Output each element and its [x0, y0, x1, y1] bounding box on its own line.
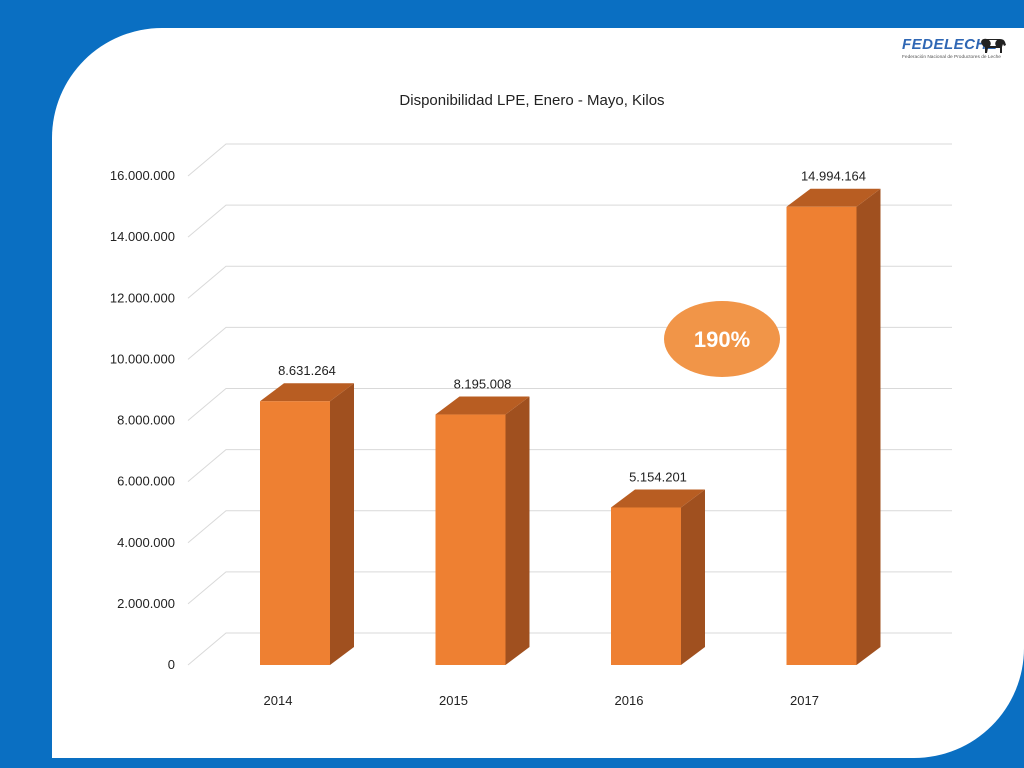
bar-side — [681, 489, 705, 665]
y-tick-label: 0 — [168, 657, 175, 672]
gridline — [187, 449, 952, 483]
y-tick-label: 8.000.000 — [117, 413, 175, 428]
x-category-label: 2015 — [439, 693, 468, 708]
bar — [786, 188, 881, 666]
bar-chart: Disponibilidad LPE, Enero - Mayo, Kilos … — [110, 92, 952, 708]
fedeleche-logo: FEDELECHE Federación Nacional de Product… — [900, 34, 1010, 68]
bar-top — [786, 188, 881, 207]
bar-side — [505, 396, 530, 665]
data-label: 14.994.164 — [801, 169, 866, 184]
data-labels: 8.631.264 8.195.008 5.154.201 14.994.164 — [278, 169, 866, 485]
bar — [435, 396, 530, 665]
x-category-label: 2016 — [615, 693, 644, 708]
data-label: 8.631.264 — [278, 363, 336, 378]
data-label: 5.154.201 — [629, 469, 687, 484]
bar-top — [260, 383, 354, 402]
gridline — [187, 510, 952, 544]
bar-top — [435, 396, 530, 415]
growth-badge-text: 190% — [694, 327, 750, 352]
y-tick-label: 16.000.000 — [110, 168, 175, 183]
gridlines — [187, 143, 952, 666]
data-label: 8.195.008 — [454, 377, 512, 392]
y-tick-label: 4.000.000 — [117, 535, 175, 550]
y-tick-label: 2.000.000 — [117, 596, 175, 611]
x-category-label: 2014 — [264, 693, 293, 708]
logo-brand-text: FEDELECHE — [902, 36, 998, 53]
bars — [260, 188, 881, 666]
bar-front — [260, 401, 330, 665]
gridline — [187, 571, 952, 605]
y-axis-ticks: 0 2.000.000 4.000.000 6.000.000 8.000.000 10.… — [110, 168, 175, 672]
gridline — [187, 632, 952, 666]
y-tick-label: 14.000.000 — [110, 229, 175, 244]
x-category-label: 2017 — [790, 693, 819, 708]
gridline — [187, 388, 952, 421]
bar-front — [611, 507, 681, 665]
bar-front — [786, 206, 857, 666]
bar-side — [330, 383, 354, 665]
growth-badge-ellipse — [664, 301, 780, 377]
gridline — [187, 143, 952, 177]
chart-title: Disponibilidad LPE, Enero - Mayo, Kilos — [399, 92, 664, 109]
bar — [611, 489, 705, 665]
x-axis-categories: 2014 2015 2016 2017 — [264, 693, 819, 708]
y-tick-label: 6.000.000 — [117, 474, 175, 489]
bar-front — [435, 414, 506, 665]
gridline — [187, 265, 952, 299]
cow-icon — [981, 38, 1006, 53]
y-tick-label: 12.000.000 — [110, 290, 175, 305]
slide-canvas: FEDELECHE Federación Nacional de Product… — [52, 28, 1024, 758]
gridline — [187, 204, 952, 238]
logo-tagline: Federación Nacional de Productores de Le… — [902, 55, 1001, 60]
bar-top — [611, 489, 705, 508]
growth-badge: 190% — [664, 301, 780, 377]
bar-side — [856, 188, 881, 666]
bar — [260, 383, 354, 665]
y-tick-label: 10.000.000 — [110, 351, 175, 366]
